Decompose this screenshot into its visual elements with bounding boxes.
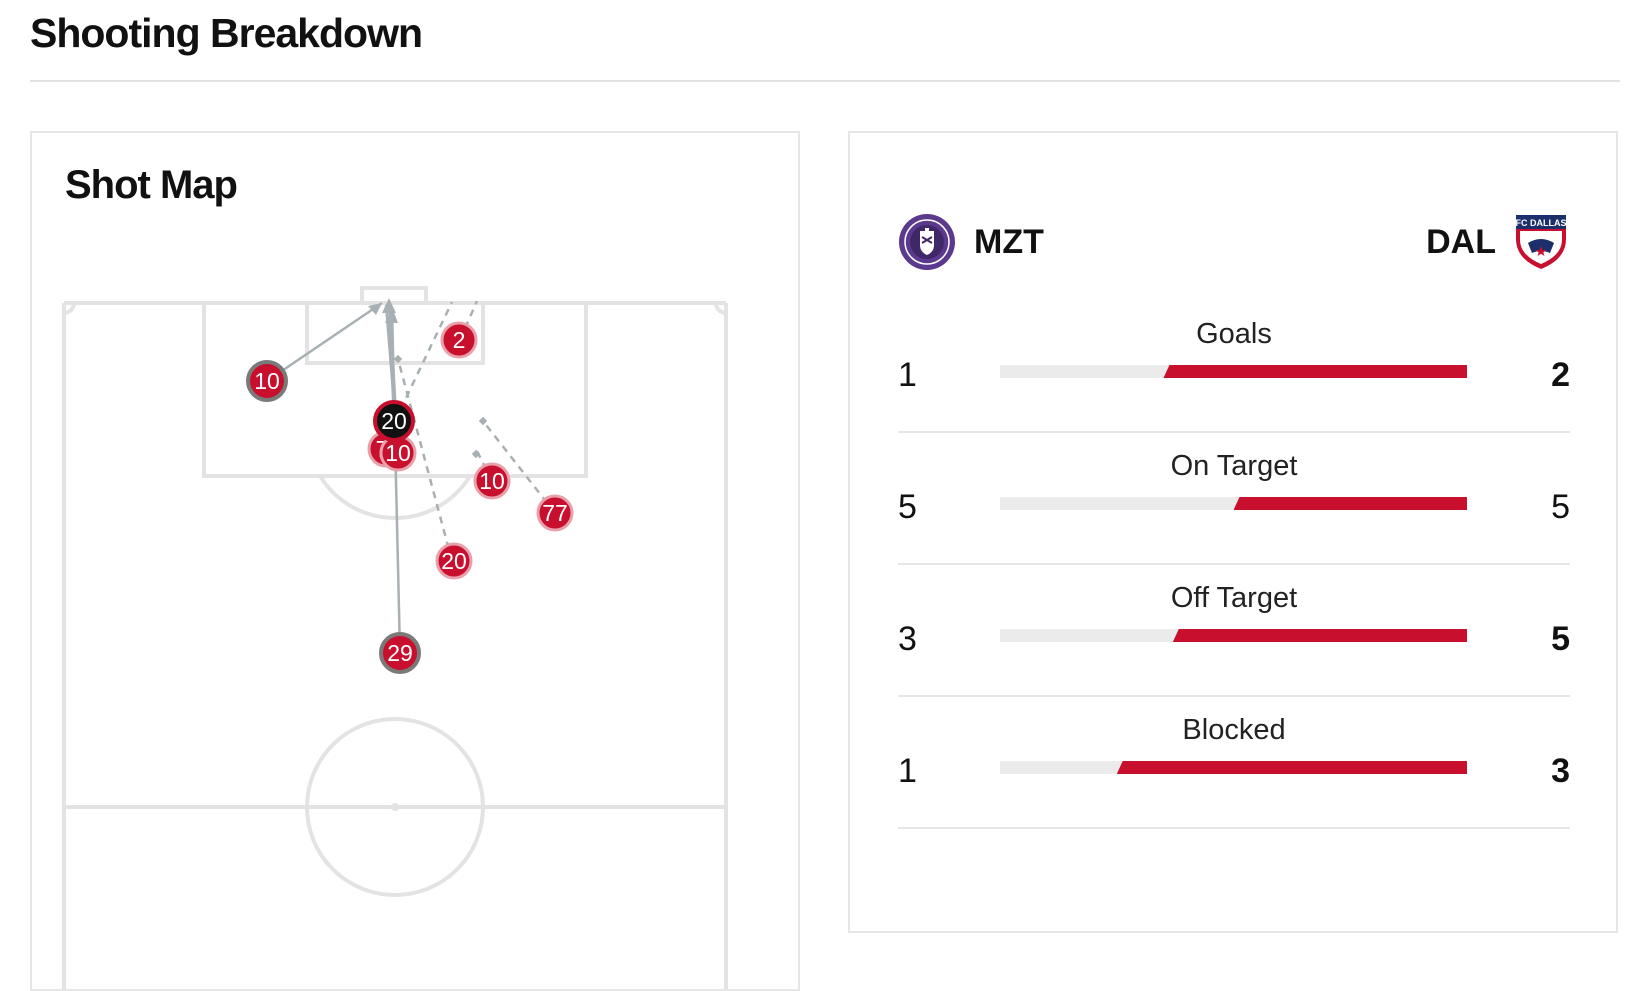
svg-text:29: 29	[387, 640, 413, 666]
stat-away-value: 3	[1551, 752, 1570, 790]
shot-marker[interactable]: 2	[440, 321, 478, 359]
stat-label: On Target	[1170, 450, 1298, 482]
goal-arrowhead-icon	[368, 303, 382, 315]
shot-map-card: Shot Map	[30, 131, 800, 991]
stat-label: Blocked	[1182, 714, 1286, 746]
stat-away-value: 5	[1551, 620, 1570, 658]
fc-dallas-crest-icon: FC DALLAS	[1516, 215, 1567, 269]
away-team-header: DAL FC DALLAS	[1426, 213, 1568, 271]
stat-bar	[1000, 365, 1467, 378]
shot-trajectory-goal	[266, 301, 383, 383]
shot-marker[interactable]: 10	[246, 360, 288, 402]
stat-row-blocked: Blocked 1 3	[898, 697, 1570, 829]
stat-row-off-target: Off Target 3 5	[898, 565, 1570, 697]
stat-home-value: 1	[898, 752, 917, 790]
svg-text:2: 2	[453, 327, 466, 353]
goal-arrowhead-icon	[382, 298, 396, 313]
stat-bar	[1000, 761, 1467, 774]
shot-trajectory-off-target	[482, 420, 556, 514]
home-team-abbr: MZT	[974, 222, 1044, 261]
svg-text:20: 20	[441, 548, 467, 574]
center-spot	[391, 803, 399, 811]
shot-marker[interactable]: 29	[379, 632, 421, 674]
shooting-comparison-card: MZT DAL FC DALLAS Goals 1 2 On Target 5 …	[848, 131, 1618, 933]
corner-arc-right	[714, 302, 727, 315]
stat-bar-away-fill	[1163, 365, 1467, 378]
off-target-end-icon	[393, 354, 403, 364]
stat-row-goals: Goals 1 2	[898, 301, 1570, 433]
svg-text:20: 20	[381, 408, 407, 434]
goal-arrowhead-icon	[385, 307, 398, 323]
stat-bar-away-fill	[1233, 497, 1467, 510]
home-team-header: MZT	[898, 213, 1044, 271]
trajectory-arrowheads	[368, 298, 488, 459]
stat-label: Off Target	[1170, 582, 1298, 614]
corner-arc-left	[63, 302, 76, 315]
off-target-end-icon	[471, 449, 481, 459]
shot-trajectory-off-target	[393, 301, 454, 422]
off-target-end-icon	[478, 416, 488, 426]
stat-bar-away-fill	[1116, 761, 1467, 774]
away-team-abbr: DAL	[1426, 222, 1496, 261]
stat-bar	[1000, 497, 1467, 510]
penalty-arc	[318, 474, 472, 520]
stat-home-value: 1	[898, 356, 917, 394]
mazatlan-fc-crest-icon	[899, 214, 955, 270]
stat-away-value: 2	[1551, 356, 1570, 394]
svg-text:77: 77	[542, 500, 568, 526]
shot-marker[interactable]: 20	[435, 542, 473, 580]
shot-map-pitch: 10 29 7 10 20 2	[62, 286, 728, 989]
center-circle	[305, 717, 485, 897]
stat-home-value: 5	[898, 488, 917, 526]
svg-text:FC DALLAS: FC DALLAS	[1516, 218, 1567, 228]
shot-marker-highlighted[interactable]: 20	[373, 400, 415, 442]
shot-map-title: Shot Map	[65, 163, 238, 207]
svg-text:10: 10	[254, 368, 280, 394]
shot-marker[interactable]: 77	[536, 494, 574, 532]
stat-home-value: 3	[898, 620, 917, 658]
stat-row-on-target: On Target 5 5	[898, 433, 1570, 565]
stat-label: Goals	[1196, 318, 1272, 350]
shot-markers: 10 29 7 10 20 2	[246, 321, 574, 674]
svg-text:10: 10	[385, 440, 411, 466]
title-divider	[30, 80, 1620, 82]
stat-away-value: 5	[1551, 488, 1570, 526]
stat-bar-away-fill	[1172, 629, 1467, 642]
goal-frame	[360, 286, 428, 305]
shot-marker[interactable]: 10	[473, 462, 511, 500]
svg-text:10: 10	[479, 468, 505, 494]
stat-bar	[1000, 629, 1467, 642]
page-title: Shooting Breakdown	[30, 10, 423, 56]
six-yard-box	[305, 301, 485, 365]
shot-trajectory-off-target	[396, 358, 454, 562]
